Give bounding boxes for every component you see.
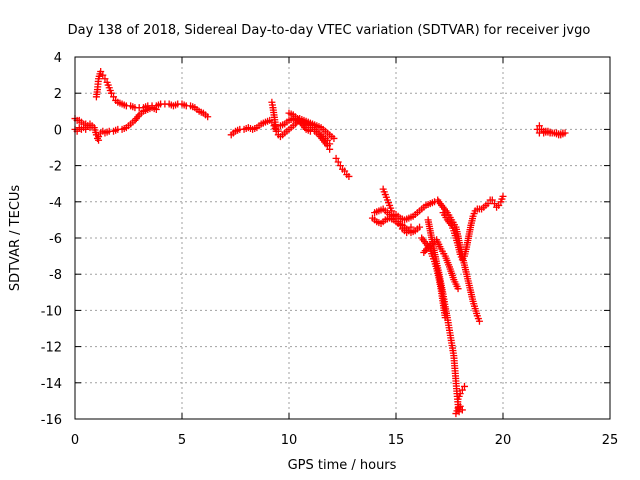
data-point (326, 145, 334, 153)
grid (75, 57, 610, 419)
data-point (82, 125, 90, 133)
chart-title: Day 138 of 2018, Sidereal Day-to-day VTE… (68, 23, 591, 38)
data-point (561, 129, 569, 137)
series-s18 (418, 234, 449, 322)
data-point (341, 167, 349, 175)
data-point (324, 142, 332, 150)
data-point (456, 402, 464, 410)
data-point (204, 113, 212, 121)
series-s22 (535, 127, 569, 139)
data-point (484, 200, 492, 208)
series-s16 (452, 402, 466, 418)
data-point (107, 89, 115, 97)
series-s17 (454, 382, 468, 403)
data-point (334, 158, 342, 166)
data-point (336, 162, 344, 170)
y-tick-label: -4 (49, 196, 62, 211)
data-point (458, 256, 466, 264)
x-tick-label: 15 (388, 433, 405, 448)
data-point (274, 127, 282, 135)
y-tick-label: -14 (41, 377, 62, 392)
y-tick-label: -8 (49, 268, 62, 283)
data-point (490, 200, 498, 208)
series-s20 (439, 192, 507, 264)
data-point (95, 133, 103, 141)
plot-frame (74, 56, 611, 420)
y-tick-label: -2 (49, 160, 62, 175)
data-points (71, 67, 569, 418)
x-tick-label: 0 (71, 433, 79, 448)
data-point (458, 406, 466, 414)
data-point (101, 75, 109, 83)
x-tick-label: 10 (281, 433, 298, 448)
series-s6 (268, 98, 282, 135)
series-s3 (95, 104, 160, 141)
data-point (475, 317, 483, 325)
x-axis-label: GPS time / hours (288, 458, 397, 473)
data-point (499, 192, 507, 200)
data-point (495, 201, 503, 209)
series-s12 (371, 196, 442, 224)
series-s10 (332, 154, 353, 180)
data-point (458, 386, 466, 394)
data-point (535, 122, 543, 130)
y-axis-label: SDTVAR / TECUs (8, 185, 23, 292)
x-tick-label: 5 (178, 433, 186, 448)
series-s9 (285, 109, 334, 153)
data-point (345, 172, 353, 180)
data-point (97, 67, 105, 75)
data-point (99, 71, 107, 79)
series-s13 (368, 214, 424, 237)
y-tick-label: -12 (41, 341, 62, 356)
y-tick-label: 4 (54, 51, 62, 66)
series-s4 (92, 67, 212, 121)
data-point (460, 382, 468, 390)
y-tick-label: 0 (54, 123, 62, 138)
x-axis-ticks: 0 5 10 15 20 25 (71, 57, 618, 448)
data-point (456, 390, 464, 398)
data-point (332, 154, 340, 162)
data-point (441, 314, 449, 322)
data-point (454, 285, 462, 293)
y-tick-label: -6 (49, 232, 62, 247)
data-point (110, 93, 118, 101)
data-point (416, 223, 424, 231)
series-s19 (420, 236, 462, 293)
x-tick-label: 20 (495, 433, 512, 448)
data-point (86, 124, 94, 132)
y-tick-label: -10 (41, 304, 62, 319)
x-tick-label: 25 (602, 433, 619, 448)
y-tick-label: -16 (41, 413, 62, 428)
data-point (488, 196, 496, 204)
data-point (330, 134, 338, 142)
y-tick-label: 2 (54, 87, 62, 102)
